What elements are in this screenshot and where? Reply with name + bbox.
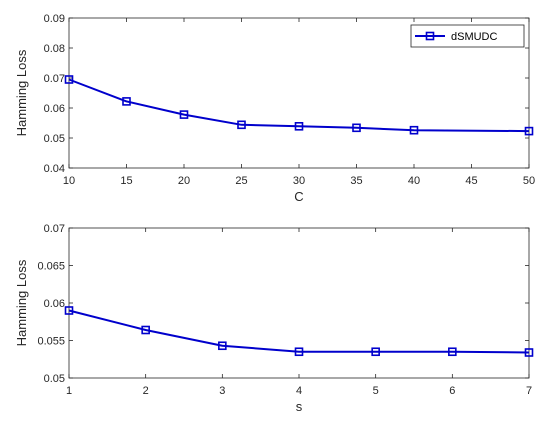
series-line bbox=[68, 78, 530, 133]
data-point-marker bbox=[179, 110, 189, 119]
y-tick-label: 0.05 bbox=[44, 133, 65, 145]
data-point-marker bbox=[409, 125, 419, 135]
x-tick-label: 6 bbox=[449, 385, 455, 397]
data-point-marker bbox=[64, 75, 74, 84]
x-tick-label: 3 bbox=[219, 385, 225, 397]
data-point-marker bbox=[371, 347, 380, 357]
legend-marker bbox=[425, 31, 435, 41]
data-point-marker bbox=[64, 306, 74, 315]
data-point-marker bbox=[294, 347, 304, 357]
x-tick-label: 40 bbox=[408, 175, 420, 187]
chart-hamming-loss-vs-s: 1 2 3 4 5 6 7 0.05 0.055 0.06 0.065 0.07 s Hamming Lo… bbox=[14, 223, 534, 414]
x-tick-label: 1 bbox=[66, 385, 72, 397]
chart-hamming-loss-vs-c: 10 15 20 25 30 35 40 45 50 0.04 0.05 0.06 0.07 0.08 0.… bbox=[14, 13, 535, 204]
data-point-marker bbox=[141, 325, 150, 335]
data-point-marker bbox=[352, 123, 361, 133]
data-point-marker bbox=[237, 120, 246, 130]
y-axis-label: Hamming Loss bbox=[14, 259, 29, 346]
x-tick-label: 35 bbox=[350, 175, 362, 187]
x-tick-label: 2 bbox=[143, 385, 149, 397]
y-tick-label: 0.09 bbox=[44, 13, 65, 25]
legend-box bbox=[410, 24, 525, 48]
x-tick-label: 30 bbox=[293, 175, 305, 187]
x-tick-label: 45 bbox=[465, 175, 477, 187]
x-tick-label: 25 bbox=[235, 175, 247, 187]
data-point-marker bbox=[218, 341, 227, 351]
data-point-marker bbox=[524, 126, 534, 136]
x-axis-label: s bbox=[296, 399, 303, 414]
y-tick-label: 0.04 bbox=[44, 163, 65, 175]
x-tick-label: 5 bbox=[373, 385, 379, 397]
series-line bbox=[68, 309, 530, 354]
legend-label: dSMUDC bbox=[451, 31, 498, 43]
x-tick-label: 15 bbox=[120, 175, 132, 187]
legend: dSMUDC bbox=[410, 24, 525, 48]
y-tick-label: 0.065 bbox=[37, 261, 65, 273]
y-tick-label: 0.06 bbox=[44, 298, 65, 310]
y-tick-label: 0.055 bbox=[37, 336, 65, 348]
y-tick-label: 0.06 bbox=[44, 103, 65, 115]
x-tick-label: 50 bbox=[523, 175, 535, 187]
x-tick-label: 10 bbox=[63, 175, 75, 187]
y-axis-label: Hamming Loss bbox=[14, 49, 29, 136]
data-point-marker bbox=[448, 347, 457, 357]
x-tick-label: 20 bbox=[178, 175, 190, 187]
data-point-marker bbox=[122, 97, 131, 106]
y-tick-label: 0.08 bbox=[44, 43, 65, 55]
x-tick-label: 7 bbox=[526, 385, 532, 397]
y-tick-label: 0.05 bbox=[44, 373, 65, 385]
x-axis-label: C bbox=[294, 189, 303, 204]
data-point-marker bbox=[524, 348, 534, 357]
y-tick-label: 0.07 bbox=[44, 223, 65, 235]
data-point-marker bbox=[294, 122, 304, 131]
y-tick-label: 0.07 bbox=[44, 73, 65, 85]
x-tick-label: 4 bbox=[296, 385, 302, 397]
